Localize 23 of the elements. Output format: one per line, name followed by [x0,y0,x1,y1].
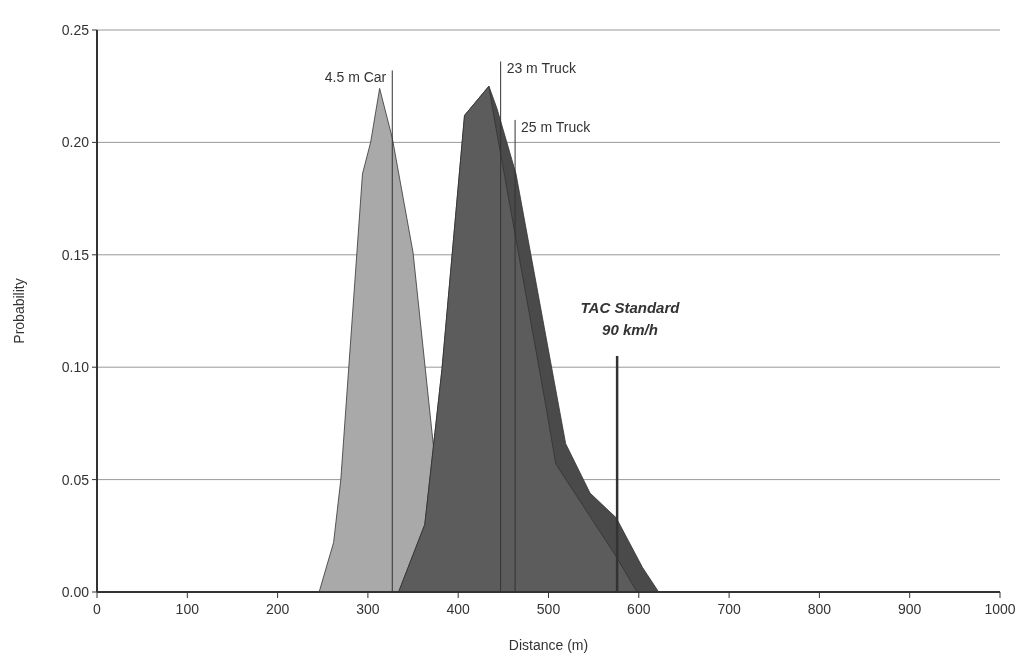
x-tick-label: 600 [627,601,651,617]
x-tick-label: 0 [93,601,102,617]
ref-line-label: TAC Standard 90 km/h [580,299,681,338]
y-tick-label: 0.10 [61,359,90,376]
y-tick-label: 0.00 [61,584,90,600]
y-tick-label: 0.05 [61,471,90,488]
x-tick-label: 300 [356,601,380,617]
x-tick-label: 100 [175,601,200,617]
x-tick-label: 800 [807,601,832,617]
x-tick-label: 200 [265,601,290,617]
ref-line-label: 23 m Truck [506,60,577,77]
y-tick-label: 0.20 [61,134,90,151]
ref-line-label: 4.5 m Car [324,69,387,86]
y-tick-label: 0.15 [61,246,90,263]
x-tick-label: 400 [446,601,471,617]
x-tick-label: 500 [536,601,561,617]
ref-line-label: 25 m Truck [521,118,592,135]
y-tick-label: 0.25 [61,22,90,38]
x-tick-label: 900 [898,601,922,617]
x-tick-label: 700 [717,601,741,617]
x-tick-label: 1000 [984,601,1016,617]
y-axis-title: Probability [11,278,27,344]
x-axis-title: Distance (m) [508,637,589,653]
